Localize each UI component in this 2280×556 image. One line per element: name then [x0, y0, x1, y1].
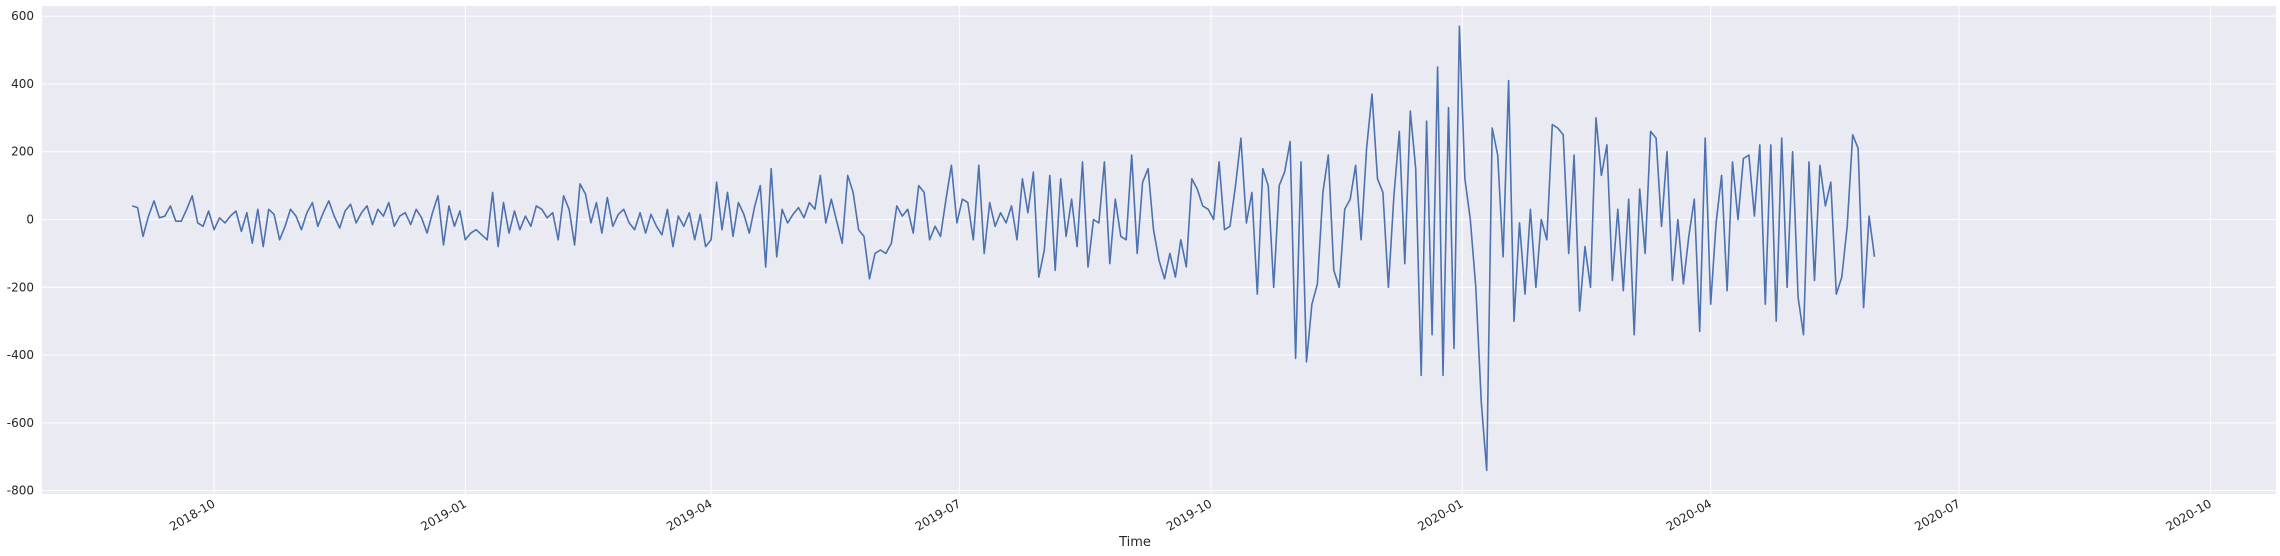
x-axis-label: Time [1118, 535, 1151, 550]
x-tick-label: 2020-01 [1415, 496, 1465, 533]
y-tick-label: -800 [7, 484, 34, 498]
x-tick-label: 2020-04 [1664, 496, 1714, 533]
x-tick-label: 2019-07 [913, 496, 963, 533]
y-tick-label: -200 [7, 280, 34, 294]
y-tick-label: 0 [26, 213, 34, 227]
x-tick-label: 2019-04 [664, 496, 714, 533]
x-tick-label: 2018-10 [167, 496, 217, 533]
x-tick-label: 2019-01 [418, 496, 468, 533]
plot-area [42, 6, 2276, 494]
x-tick-label: 2019-10 [1164, 496, 1214, 533]
y-tick-labels: 600 400 200 0 -200 -400 -600 -800 [7, 9, 34, 497]
y-tick-label: 200 [11, 145, 34, 159]
y-tick-label: 400 [11, 77, 34, 91]
series-line [131, 25, 1876, 472]
y-tick-label: -600 [7, 416, 34, 430]
x-tick-label: 2020-10 [2164, 496, 2214, 533]
grid-lines [42, 6, 2276, 494]
y-tick-label: 600 [11, 9, 34, 23]
y-tick-label: -400 [7, 348, 34, 362]
x-tick-labels: 2018-10 2019-01 2019-04 2019-07 2019-10 2020-… [167, 496, 2214, 533]
x-tick-label: 2020-07 [1912, 496, 1962, 533]
